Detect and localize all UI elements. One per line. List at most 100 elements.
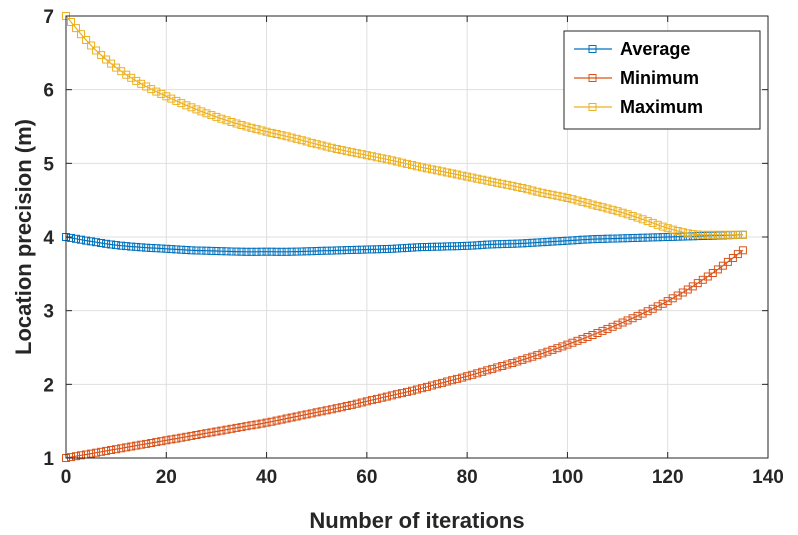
data-point-minimum [478,367,487,376]
data-point-minimum [182,432,191,441]
data-point-average [107,240,116,249]
data-point-maximum [713,230,722,239]
data-point-maximum [538,188,547,197]
data-point-average [137,243,146,252]
data-point-maximum [573,196,582,205]
data-point-maximum [448,169,457,178]
data-point-minimum [132,441,141,450]
data-point-maximum [693,230,702,239]
data-point-minimum [418,384,426,393]
data-point-minimum [347,400,356,409]
series-line-average [65,234,743,253]
data-point-average [102,239,111,248]
data-point-minimum [738,246,747,255]
data-point-maximum [638,215,647,224]
data-point-minimum [483,366,492,375]
data-point-maximum [357,150,366,159]
data-point-average [503,239,512,248]
data-point-maximum [317,141,326,150]
data-point-maximum [182,101,191,110]
data-point-maximum [352,149,361,158]
data-point-average [357,245,366,254]
data-point-minimum [653,302,662,311]
data-point-average [282,247,291,256]
data-point-maximum [302,137,311,146]
data-point-minimum [377,393,386,402]
data-point-minimum [392,390,401,399]
data-point-minimum [578,334,587,343]
data-point-maximum [708,230,717,239]
data-point-minimum [277,415,286,424]
series-minimum [62,246,747,462]
data-point-minimum [603,324,612,333]
data-point-maximum [493,178,502,187]
data-point-minimum [403,387,411,396]
legend-swatch-marker [588,103,597,111]
data-point-average [673,232,682,241]
data-point-average [533,238,542,247]
data-point-minimum [222,425,231,434]
data-point-minimum [543,347,552,356]
data-point-maximum [563,194,572,202]
data-point-average [648,233,657,242]
data-point-maximum [342,147,351,156]
data-point-average [583,235,592,244]
data-point-maximum [508,181,517,190]
y-tick-label: 1 [43,449,54,470]
data-point-average [337,246,346,255]
data-point-minimum [162,436,171,445]
data-point-average [297,247,306,256]
data-point-minimum [87,449,96,458]
x-tick-label: 60 [356,467,377,488]
data-point-maximum [608,205,617,214]
data-point-minimum [207,428,216,437]
data-point-minimum [408,386,416,395]
data-point-maximum [212,112,221,121]
data-point-minimum [302,410,311,419]
data-point-average [413,243,421,252]
data-point-maximum [197,107,206,116]
data-point-minimum [257,419,266,428]
data-point-minimum [197,430,206,439]
x-tick-label: 80 [457,467,478,488]
data-point-maximum [543,189,552,198]
data-point-minimum [282,414,291,423]
data-point-minimum [227,424,236,433]
data-point-average [322,246,331,255]
data-point-average [192,246,201,255]
data-point-minimum [503,360,512,369]
data-point-minimum [608,322,617,331]
data-point-minimum [77,451,85,460]
data-point-maximum [578,197,587,206]
data-point-maximum [102,55,111,64]
x-tick-label: 20 [156,467,177,488]
data-point-average [347,246,356,254]
data-point-minimum [102,446,111,455]
data-point-maximum [503,180,512,189]
data-point-average [277,247,286,256]
data-point-average [127,242,136,251]
data-point-minimum [488,364,497,373]
data-point-average [488,240,497,249]
data-point-maximum [518,184,527,192]
data-point-average [117,241,126,250]
x-tick-label: 0 [61,467,72,488]
data-point-minimum [237,423,246,432]
data-point-average [142,243,151,252]
data-point-maximum [738,230,747,239]
data-point-maximum [272,130,281,138]
data-point-maximum [428,165,436,174]
data-point-minimum [563,340,572,349]
data-point-minimum [322,406,331,415]
data-point-maximum [322,142,331,151]
data-point-minimum [528,352,537,361]
data-point-minimum [382,392,391,401]
data-point-minimum [638,309,647,318]
data-point-maximum [648,218,657,227]
data-point-maximum [97,51,106,60]
data-point-maximum [382,155,391,164]
x-tick-label: 40 [256,467,277,488]
data-point-minimum [167,435,176,444]
data-point-maximum [653,220,662,229]
data-point-average [207,246,216,255]
